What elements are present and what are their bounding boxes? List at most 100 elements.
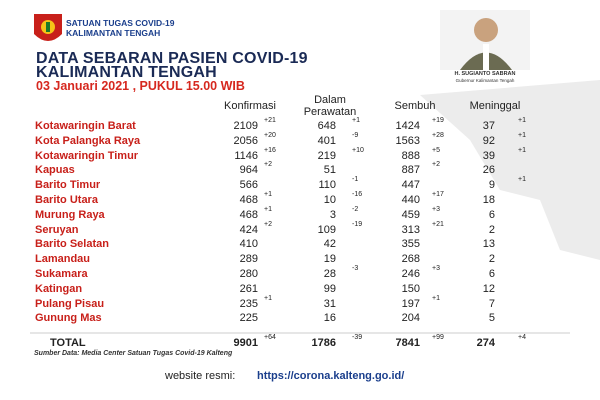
cell-delta: +1 xyxy=(518,131,526,139)
cell-value: 225 xyxy=(239,312,258,325)
logo xyxy=(34,14,62,41)
cell-value: 459 xyxy=(401,208,420,221)
cell-delta: +1 xyxy=(352,117,360,124)
column-header: Dalam Perawatan xyxy=(303,94,357,118)
district-name: Seruyan xyxy=(35,223,79,236)
cell-value: 5 xyxy=(488,312,495,325)
cell-delta: +17 xyxy=(432,191,444,198)
cell-value: 261 xyxy=(239,282,258,295)
district-name: Katingan xyxy=(35,282,83,295)
cell-value: 28 xyxy=(323,268,336,280)
cell-delta: +21 xyxy=(264,117,276,124)
cell-delta: +64 xyxy=(264,334,276,341)
cell-value: 313 xyxy=(401,223,420,236)
cell-value: 7841 xyxy=(395,337,420,349)
cell-value: 99 xyxy=(323,282,336,295)
cell-delta: +1 xyxy=(518,176,526,184)
cell-value: 109 xyxy=(317,223,336,236)
source: Sumber Data: Media Center Satuan Tugas C… xyxy=(34,350,233,357)
cell-value: 31 xyxy=(323,297,336,310)
cell-value: 12 xyxy=(482,282,495,295)
cell-value: 888 xyxy=(401,149,420,162)
cell-delta: +1 xyxy=(518,117,526,124)
cell-value: 19 xyxy=(323,253,336,266)
cell-delta: +1 xyxy=(264,294,272,302)
cell-delta: +5 xyxy=(432,146,440,154)
cell-value: 10 xyxy=(323,194,336,206)
cell-delta: +1 xyxy=(432,294,440,302)
cell-value: 468 xyxy=(239,194,258,206)
cell-value: 6 xyxy=(488,208,495,221)
cell-delta: +20 xyxy=(264,131,276,139)
district-name: Pulang Pisau xyxy=(35,297,105,310)
cell-value: 566 xyxy=(239,179,258,192)
cell-delta: -16 xyxy=(352,191,363,198)
district-name: Kotawaringin Barat xyxy=(35,120,136,132)
cell-delta: +19 xyxy=(432,117,444,124)
cell-delta: +2 xyxy=(432,161,440,169)
cell-delta: +16 xyxy=(264,146,276,154)
cell-delta: +10 xyxy=(352,146,364,154)
district-name: TOTAL xyxy=(50,337,86,349)
cell-delta: +2 xyxy=(264,220,272,228)
cell-value: 274 xyxy=(476,337,495,349)
cell-value: 2109 xyxy=(233,120,258,132)
cell-value: 964 xyxy=(239,164,258,177)
cell-value: 887 xyxy=(401,164,420,177)
cell-delta: +2 xyxy=(264,161,272,169)
cell-value: 7 xyxy=(488,297,495,310)
cell-delta: +3 xyxy=(432,205,440,213)
cell-value: 219 xyxy=(317,149,336,162)
cell-value: 235 xyxy=(239,297,258,310)
cell-delta: +1 xyxy=(264,205,272,213)
org-name: SATUAN TUGAS COVID-19 xyxy=(66,18,175,28)
cell-delta: -3 xyxy=(352,265,359,272)
cell-delta: -9 xyxy=(352,131,359,139)
website-url[interactable]: https://corona.kalteng.go.id/ xyxy=(257,370,405,382)
cell-value: 648 xyxy=(317,120,336,132)
district-name: Murung Raya xyxy=(35,208,105,221)
cell-value: 13 xyxy=(482,238,495,251)
cell-delta: -19 xyxy=(352,220,363,228)
district-name: Barito Timur xyxy=(35,179,101,192)
district-name: Sukamara xyxy=(35,268,88,280)
district-name: Barito Selatan xyxy=(35,238,109,251)
cell-value: 6 xyxy=(488,268,495,280)
cell-value: 468 xyxy=(239,208,258,221)
district-name: Gunung Mas xyxy=(35,312,102,325)
website-label: website resmi: xyxy=(165,370,236,382)
cell-value: 1563 xyxy=(395,134,420,147)
cell-delta: +28 xyxy=(432,131,444,139)
cell-value: 1146 xyxy=(234,149,258,162)
cell-delta: +4 xyxy=(518,334,526,341)
cell-delta: -1 xyxy=(352,176,359,184)
cell-value: 246 xyxy=(401,268,420,280)
cell-delta: +1 xyxy=(518,146,526,154)
cell-value: 289 xyxy=(239,253,258,266)
cell-value: 18 xyxy=(482,194,495,206)
district-name: Kapuas xyxy=(35,164,75,177)
cell-value: 1786 xyxy=(311,337,336,349)
cell-value: 424 xyxy=(239,223,258,236)
cell-value: 26 xyxy=(482,164,495,177)
cell-value: 1424 xyxy=(395,120,420,132)
cell-value: 37 xyxy=(482,120,495,132)
cell-value: 16 xyxy=(323,312,336,325)
cell-delta: +21 xyxy=(432,220,444,228)
cell-value: 440 xyxy=(401,194,420,206)
cell-value: 2056 xyxy=(233,134,258,147)
cell-delta: +1 xyxy=(264,191,272,198)
cell-value: 2 xyxy=(488,253,495,266)
cell-value: 42 xyxy=(323,238,336,251)
cell-value: 268 xyxy=(401,253,420,266)
cell-value: 3 xyxy=(329,208,336,221)
cell-value: 410 xyxy=(239,238,258,251)
org-region: KALIMANTAN TENGAH xyxy=(66,28,161,38)
cell-value: 110 xyxy=(318,179,336,192)
title: KALIMANTAN TENGAH xyxy=(36,64,217,81)
district-name: Lamandau xyxy=(35,253,91,266)
cell-delta: -2 xyxy=(352,205,359,213)
cell-value: 280 xyxy=(239,268,258,280)
